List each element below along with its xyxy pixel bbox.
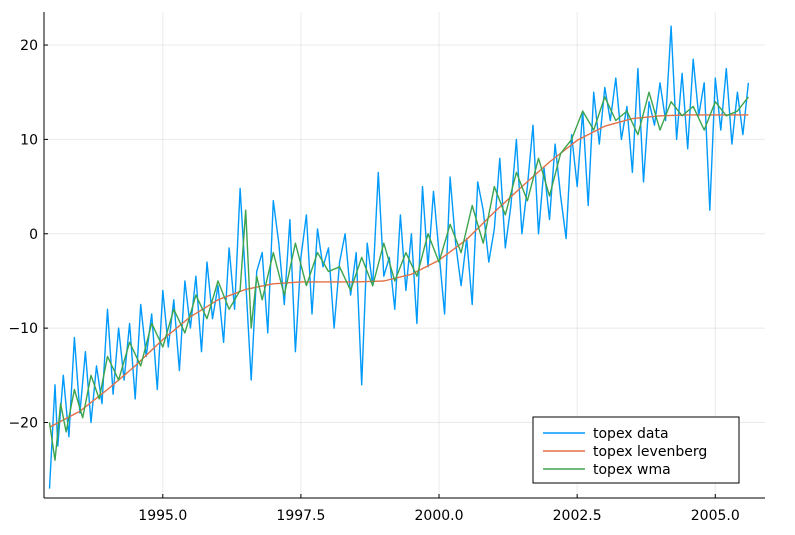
x-tick-label: 2005.0 [691,508,740,524]
y-tick-group: −20 −10 0 10 20 [8,38,48,432]
series-line-topex-levenberg [49,114,749,428]
legend-label: topex levenberg [593,444,707,460]
y-tick-label: −10 [8,321,38,337]
x-tick-label: 2002.5 [553,508,602,524]
legend-box [532,416,740,484]
y-tick-label: −20 [8,416,38,432]
legend-label: topex data [593,426,669,442]
legend-label: topex wma [593,462,671,478]
legend: topex data topex levenberg topex wma [532,416,740,484]
x-tick-group: 1995.0 1997.5 2000.0 2002.5 2005.0 [138,494,740,524]
series-line-topex-wma [48,91,749,461]
x-tick-label: 1995.0 [138,508,187,524]
x-tick-label: 2000.0 [415,508,464,524]
x-tick-label: 1997.5 [276,508,325,524]
series-layer [48,25,750,489]
series-line-topex-data [48,25,750,489]
grid-lines [44,12,765,498]
y-tick-label: 0 [29,227,38,243]
axes [43,12,765,499]
y-tick-label: 20 [20,38,38,54]
y-tick-label: 10 [20,132,38,148]
